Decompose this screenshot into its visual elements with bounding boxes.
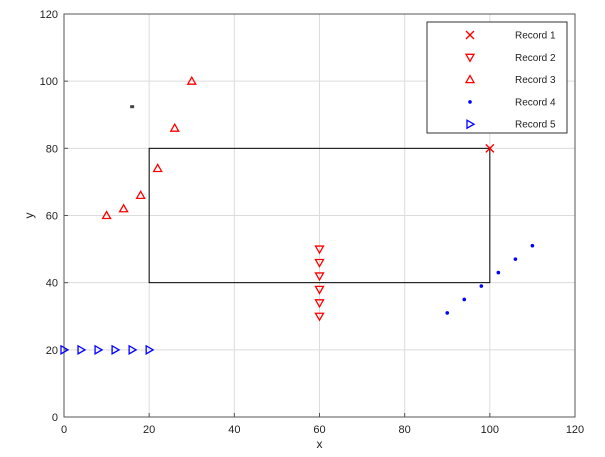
data-point <box>111 344 121 355</box>
data-series <box>60 75 535 355</box>
data-point <box>513 257 518 261</box>
series-record-5 <box>60 344 155 355</box>
y-tick-label: 0 <box>52 412 58 424</box>
x-tick-label: 100 <box>481 424 499 436</box>
x-tick-label: 120 <box>566 424 584 436</box>
axis-ticks: 0 20 40 60 80 100 120 0 20 40 60 80 100 120 <box>40 9 585 436</box>
data-point <box>186 75 197 85</box>
y-tick-label: 20 <box>46 345 58 357</box>
legend-marker <box>465 30 475 40</box>
y-tick-label: 80 <box>46 143 58 155</box>
data-point <box>94 344 104 355</box>
data-point <box>118 203 129 213</box>
y-tick-label: 100 <box>40 76 58 88</box>
y-tick-label: 40 <box>46 278 58 290</box>
legend: Record 1 Record 2 Record 3 Record 4 Record 5 <box>426 21 568 134</box>
legend-item: Record 1 <box>465 30 556 42</box>
annotations <box>130 105 491 284</box>
legend-label: Record 5 <box>515 120 556 131</box>
x-axis-label: x <box>317 437 323 451</box>
data-point <box>135 190 146 199</box>
legend-label: Record 4 <box>515 97 556 108</box>
legend-item: Record 2 <box>464 53 556 64</box>
legend-label: Record 3 <box>515 75 556 86</box>
x-tick-label: 40 <box>228 424 240 436</box>
annotation-rectangle <box>148 147 491 284</box>
x-tick-label: 80 <box>399 424 411 436</box>
legend-item: Record 5 <box>466 119 556 131</box>
legend-box <box>426 21 568 134</box>
data-point <box>496 270 501 275</box>
data-point <box>145 344 155 355</box>
data-point <box>314 285 325 295</box>
data-point <box>314 272 325 282</box>
series-record-2 <box>314 245 325 322</box>
x-tick-label: 60 <box>313 424 325 436</box>
series-record-3 <box>101 75 197 220</box>
data-point <box>77 344 87 355</box>
data-point <box>169 122 180 132</box>
legend-item: Record 3 <box>464 74 556 86</box>
data-point <box>479 284 484 288</box>
data-point <box>314 258 325 268</box>
y-tick-label: 60 <box>46 211 58 223</box>
series-record-4 <box>445 243 535 315</box>
annotation-marker <box>130 105 135 109</box>
data-point <box>152 163 163 173</box>
data-point <box>314 312 325 322</box>
data-point <box>445 311 450 315</box>
y-axis-label: y <box>22 213 36 219</box>
data-point <box>314 245 325 255</box>
legend-label: Record 1 <box>515 31 556 42</box>
y-tick-label: 120 <box>40 9 58 21</box>
data-point <box>530 243 535 248</box>
series-record-1 <box>485 143 495 153</box>
data-point <box>128 344 138 355</box>
legend-item: Record 4 <box>468 97 556 108</box>
x-tick-label: 0 <box>61 424 67 436</box>
data-point <box>101 210 112 220</box>
data-point <box>314 299 325 309</box>
legend-label: Record 2 <box>515 53 556 64</box>
legend-marker <box>468 100 472 104</box>
data-point <box>485 143 495 153</box>
legend-marker <box>464 53 476 63</box>
data-point <box>60 344 70 355</box>
legend-marker <box>464 74 476 84</box>
data-point <box>462 297 467 302</box>
legend-marker <box>466 119 476 130</box>
x-tick-label: 20 <box>143 424 155 436</box>
